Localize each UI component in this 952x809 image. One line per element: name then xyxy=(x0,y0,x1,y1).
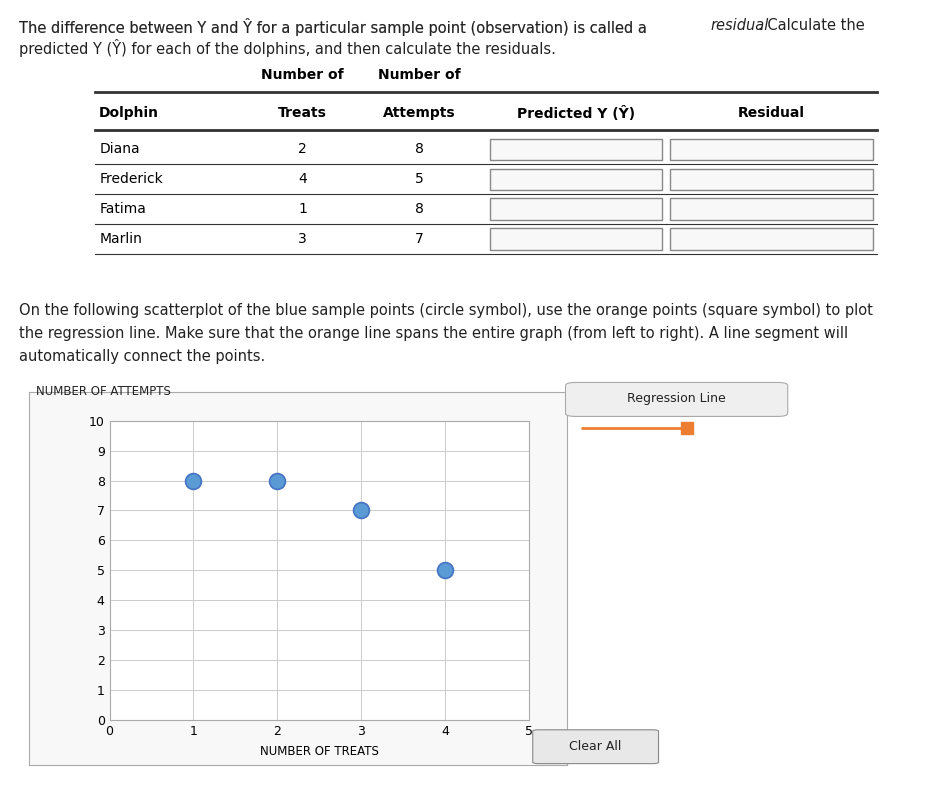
Text: Attempts: Attempts xyxy=(383,106,455,121)
FancyBboxPatch shape xyxy=(669,228,872,250)
Text: Treats: Treats xyxy=(278,106,327,121)
FancyBboxPatch shape xyxy=(532,730,658,764)
Text: On the following scatterplot of the blue sample points (circle symbol), use the : On the following scatterplot of the blue… xyxy=(19,303,872,319)
Text: . Calculate the: . Calculate the xyxy=(757,18,863,33)
Text: predicted Y (Ŷ) for each of the dolphins, and then calculate the residuals.: predicted Y (Ŷ) for each of the dolphins… xyxy=(19,39,555,57)
Text: Fatima: Fatima xyxy=(99,202,146,216)
Text: Dolphin: Dolphin xyxy=(99,106,159,121)
FancyBboxPatch shape xyxy=(669,198,872,220)
FancyBboxPatch shape xyxy=(489,198,661,220)
Point xyxy=(186,474,201,487)
FancyBboxPatch shape xyxy=(669,138,872,160)
Text: 8: 8 xyxy=(415,202,424,216)
FancyBboxPatch shape xyxy=(489,138,661,160)
Text: 2: 2 xyxy=(298,142,307,156)
Text: Marlin: Marlin xyxy=(99,232,142,246)
Text: The difference between Y and Ŷ for a particular sample point (observation) is ca: The difference between Y and Ŷ for a par… xyxy=(19,18,651,36)
FancyBboxPatch shape xyxy=(669,168,872,190)
Text: residual: residual xyxy=(709,18,767,33)
Text: 7: 7 xyxy=(415,232,424,246)
Text: the regression line. Make sure that the orange line spans the entire graph (from: the regression line. Make sure that the … xyxy=(19,326,847,341)
Text: Regression Line: Regression Line xyxy=(626,392,725,404)
Text: Frederick: Frederick xyxy=(99,172,163,186)
FancyBboxPatch shape xyxy=(489,168,661,190)
Text: NUMBER OF ATTEMPTS: NUMBER OF ATTEMPTS xyxy=(36,385,171,398)
Text: 8: 8 xyxy=(415,142,424,156)
Text: Number of: Number of xyxy=(378,68,461,83)
Text: The difference between Y and Ŷ for a particular sample point (observation) is ca: The difference between Y and Ŷ for a par… xyxy=(19,18,651,36)
Text: The difference between Y and Ŷ for a particular sample point (observation) is ca: The difference between Y and Ŷ for a par… xyxy=(19,18,816,36)
Text: 4: 4 xyxy=(298,172,307,186)
Text: 3: 3 xyxy=(298,232,307,246)
FancyBboxPatch shape xyxy=(565,383,787,417)
Point xyxy=(353,504,368,517)
Text: Residual: Residual xyxy=(737,106,803,121)
FancyBboxPatch shape xyxy=(489,228,661,250)
X-axis label: NUMBER OF TREATS: NUMBER OF TREATS xyxy=(260,745,378,758)
Text: Predicted Y (Ŷ): Predicted Y (Ŷ) xyxy=(516,106,634,121)
Text: 5: 5 xyxy=(415,172,424,186)
Text: Number of: Number of xyxy=(261,68,344,83)
Text: Clear All: Clear All xyxy=(569,740,621,753)
Text: Diana: Diana xyxy=(99,142,140,156)
Point xyxy=(269,474,285,487)
Text: automatically connect the points.: automatically connect the points. xyxy=(19,349,265,364)
Text: 1: 1 xyxy=(298,202,307,216)
Point xyxy=(437,564,452,577)
